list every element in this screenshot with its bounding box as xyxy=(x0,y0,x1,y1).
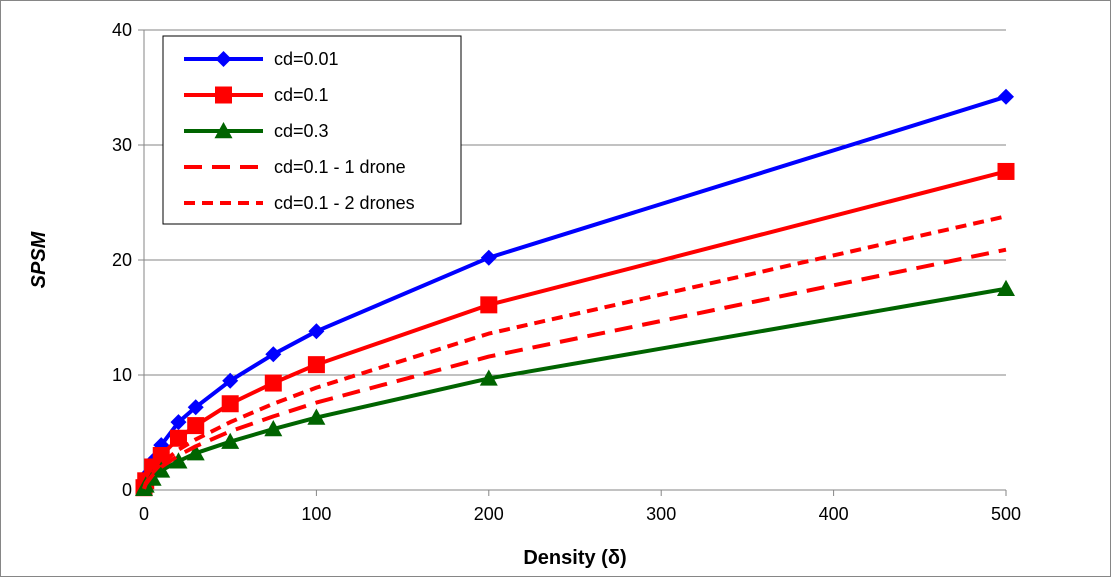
series-4 xyxy=(142,247,1007,490)
x-tick-label: 100 xyxy=(301,504,331,524)
data-point-diamond xyxy=(222,372,239,389)
data-point-square xyxy=(187,417,205,435)
data-point-square xyxy=(221,395,239,413)
data-point-square xyxy=(215,86,232,104)
series-line xyxy=(142,214,1007,490)
data-point-triangle xyxy=(152,461,171,478)
data-point-square xyxy=(997,162,1015,180)
data-point-triangle xyxy=(214,122,233,139)
y-tick-label: 20 xyxy=(112,250,132,270)
data-point-square xyxy=(480,296,498,314)
data-point-square xyxy=(169,429,187,447)
legend-label: cd=0.1 - 1 drone xyxy=(274,157,406,177)
y-tick-label: 30 xyxy=(112,135,132,155)
x-tick-label: 200 xyxy=(474,504,504,524)
data-point-diamond xyxy=(187,399,204,416)
data-point-diamond xyxy=(215,51,232,67)
x-tick-label: 0 xyxy=(139,504,149,524)
x-tick-label: 400 xyxy=(819,504,849,524)
data-point-triangle xyxy=(307,408,326,425)
data-point-diamond xyxy=(480,249,497,266)
data-point-triangle xyxy=(479,369,498,386)
series-5 xyxy=(142,214,1007,490)
data-point-triangle xyxy=(997,279,1015,296)
legend-items: cd=0.01 cd=0.1 cd=0.3 cd=0.1 - 1 drone cd=0.… xyxy=(184,49,415,213)
legend-label: cd=0.3 xyxy=(274,121,329,141)
legend-label: cd=0.01 xyxy=(274,49,339,69)
y-tick-label: 10 xyxy=(112,365,132,385)
data-point-square xyxy=(264,374,282,392)
data-point-square xyxy=(307,356,325,374)
data-point-diamond xyxy=(998,88,1014,105)
data-point-triangle xyxy=(186,444,205,461)
x-tick-label: 300 xyxy=(646,504,676,524)
y-tick-label: 0 xyxy=(122,480,132,500)
x-tick-label: 500 xyxy=(991,504,1021,524)
y-tick-label: 40 xyxy=(112,20,132,40)
y-axis-title: SPSM xyxy=(28,230,50,288)
data-point-diamond xyxy=(265,346,282,363)
data-point-diamond xyxy=(308,323,325,340)
x-axis-title: Density (δ) xyxy=(523,547,626,569)
legend: cd=0.01 cd=0.1 cd=0.3 cd=0.1 - 1 drone cd=0.… xyxy=(162,35,462,225)
legend-label: cd=0.1 - 2 drones xyxy=(274,193,415,213)
data-point-triangle xyxy=(264,420,283,437)
data-point-triangle xyxy=(221,432,240,449)
series-layer xyxy=(135,88,1015,497)
series-line xyxy=(142,247,1007,490)
data-point-triangle xyxy=(169,452,188,469)
data-point-diamond xyxy=(170,414,187,431)
legend-label: cd=0.1 xyxy=(274,85,329,105)
